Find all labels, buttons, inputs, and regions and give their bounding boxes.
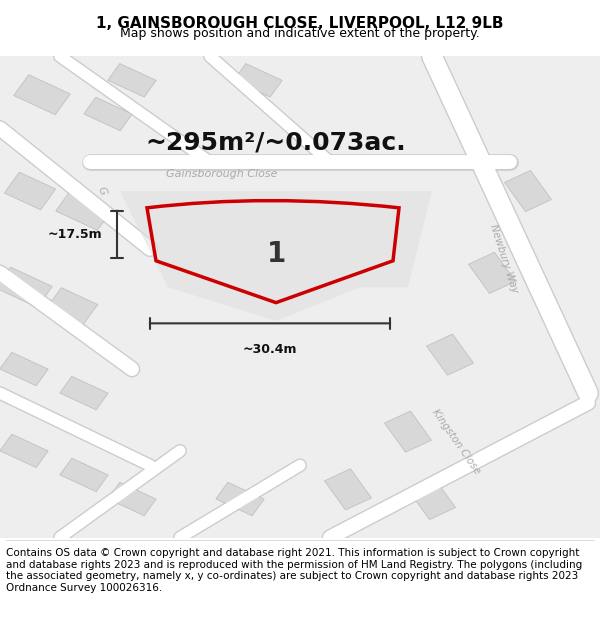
Text: Map shows position and indicative extent of the property.: Map shows position and indicative extent… [120,28,480,41]
Text: 1: 1 [266,239,286,268]
Polygon shape [46,288,98,326]
Polygon shape [409,478,455,519]
Polygon shape [325,469,371,510]
Text: Kingston Close: Kingston Close [430,407,482,476]
Polygon shape [120,191,432,321]
Polygon shape [0,434,48,468]
Polygon shape [505,171,551,212]
Polygon shape [60,376,108,410]
Polygon shape [60,458,108,492]
Text: ~30.4m: ~30.4m [243,342,297,356]
Polygon shape [108,482,156,516]
Polygon shape [4,172,56,210]
Text: ~17.5m: ~17.5m [47,228,102,241]
Text: Newbury Way: Newbury Way [488,222,520,294]
Polygon shape [108,64,156,97]
Text: G: G [96,186,108,196]
Text: ~295m²/~0.073ac.: ~295m²/~0.073ac. [146,131,406,155]
Polygon shape [56,190,112,230]
Polygon shape [84,98,132,131]
Polygon shape [0,268,52,308]
Polygon shape [385,411,431,452]
Polygon shape [14,75,70,115]
Polygon shape [216,482,264,516]
Polygon shape [0,352,48,386]
Text: Gainsborough Close: Gainsborough Close [166,169,278,179]
Polygon shape [234,64,282,97]
Text: 1, GAINSBOROUGH CLOSE, LIVERPOOL, L12 9LB: 1, GAINSBOROUGH CLOSE, LIVERPOOL, L12 9L… [96,16,504,31]
Polygon shape [427,334,473,375]
Polygon shape [469,253,515,293]
Text: Contains OS data © Crown copyright and database right 2021. This information is : Contains OS data © Crown copyright and d… [6,548,582,592]
